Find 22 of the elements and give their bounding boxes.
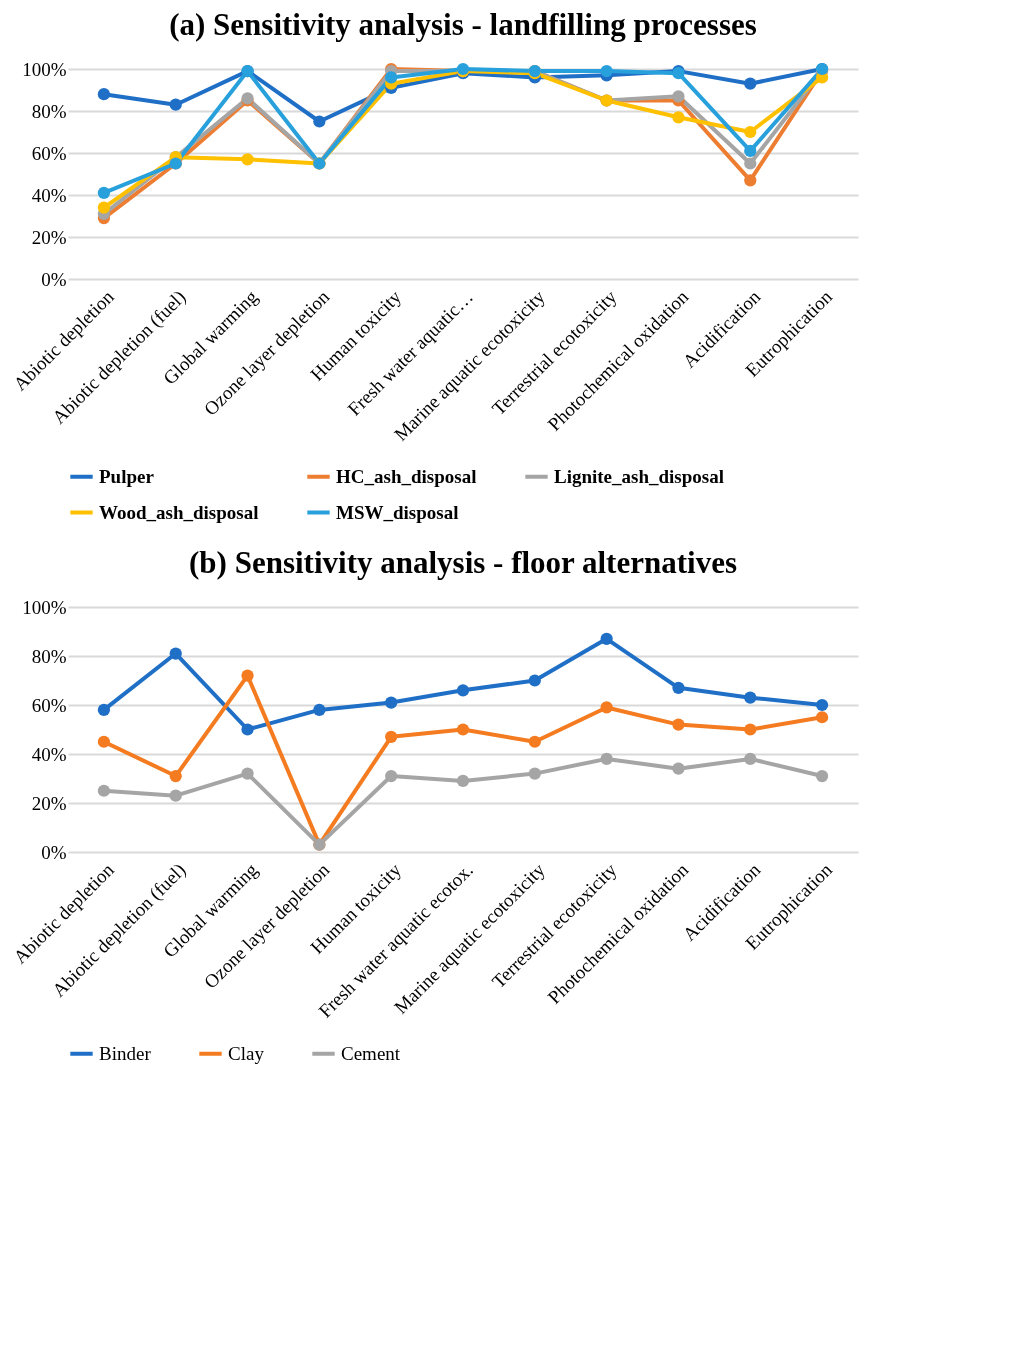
legend-label: Binder — [99, 1042, 152, 1064]
y-tick-label: 100% — [22, 596, 67, 618]
y-tick-label: 100% — [22, 58, 67, 80]
y-tick-label: 60% — [31, 694, 67, 716]
y-tick-label: 80% — [31, 100, 67, 122]
y-tick-label: 20% — [31, 792, 67, 814]
chart-title: (a) Sensitivity analysis - landfilling processes — [169, 7, 757, 42]
chart-title: (b) Sensitivity analysis - floor alternatives — [189, 545, 737, 580]
legend-label: Wood_ash_disposal — [99, 501, 259, 523]
y-tick-label: 40% — [31, 743, 67, 765]
y-tick-label: 0% — [41, 268, 67, 290]
legend-label: Pulper — [99, 465, 155, 487]
y-tick-label: 20% — [31, 226, 67, 248]
legend-label: HC_ash_disposal — [336, 465, 477, 487]
y-tick-label: 60% — [31, 142, 67, 164]
legend-label: Lignite_ash_disposal — [554, 465, 724, 487]
legend-label: MSW_disposal — [336, 501, 459, 523]
y-tick-label: 40% — [31, 184, 67, 206]
y-tick-label: 0% — [41, 841, 67, 863]
legend-label: Cement — [341, 1042, 401, 1064]
legend-label: Clay — [228, 1042, 265, 1064]
y-tick-label: 80% — [31, 645, 67, 667]
